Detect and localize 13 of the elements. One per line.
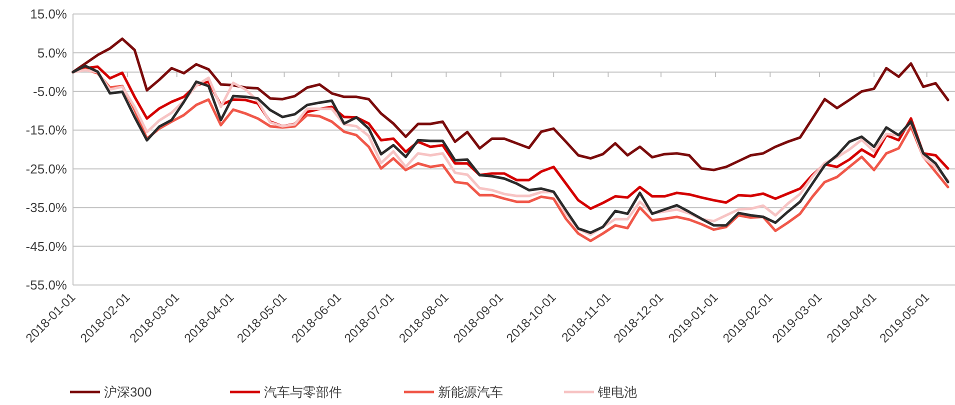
y-tick-label: -5.0%	[33, 84, 68, 99]
y-tick-label: 5.0%	[37, 45, 68, 60]
legend-label: 沪深300	[104, 384, 152, 400]
legend-label: 新能源汽车	[438, 384, 503, 400]
legend-label: 锂电池	[597, 384, 637, 400]
y-tick-label: -15.0%	[26, 122, 68, 138]
y-tick-label: -55.0%	[26, 278, 68, 293]
line-series	[72, 37, 950, 172]
y-tick-label: -45.0%	[26, 238, 68, 254]
y-tick-label: 15.0%	[30, 6, 68, 22]
legend-label: 汽车与零部件	[264, 384, 342, 400]
y-tick-label: -25.0%	[26, 161, 68, 176]
y-tick-label: -35.0%	[26, 200, 68, 216]
